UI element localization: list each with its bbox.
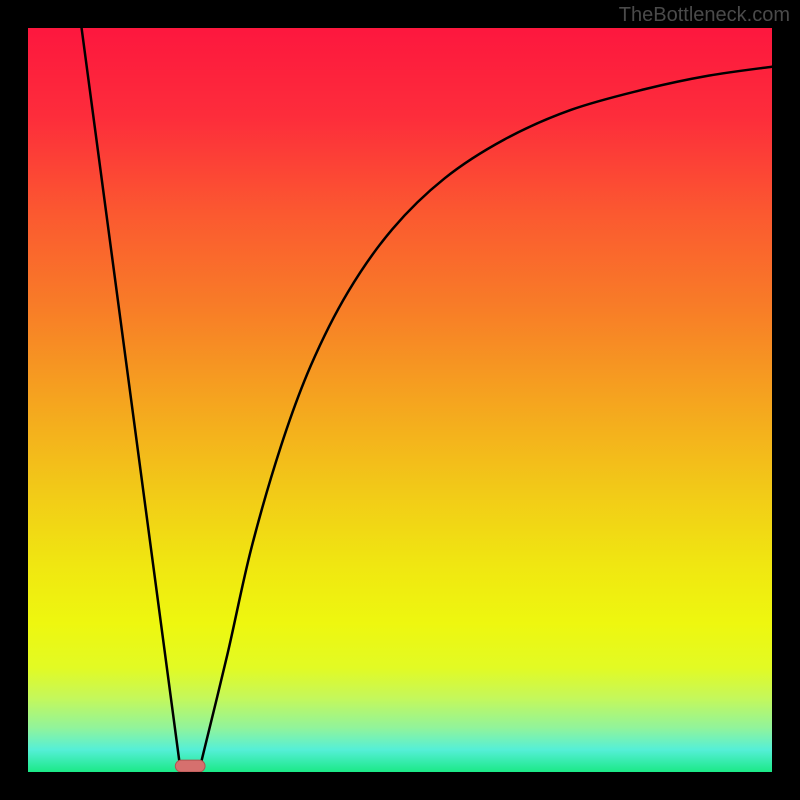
bottleneck-chart <box>0 0 800 800</box>
optimal-marker <box>175 760 205 772</box>
watermark-text: TheBottleneck.com <box>619 4 790 27</box>
chart-frame: TheBottleneck.com <box>0 0 800 800</box>
gradient-background <box>28 28 772 772</box>
